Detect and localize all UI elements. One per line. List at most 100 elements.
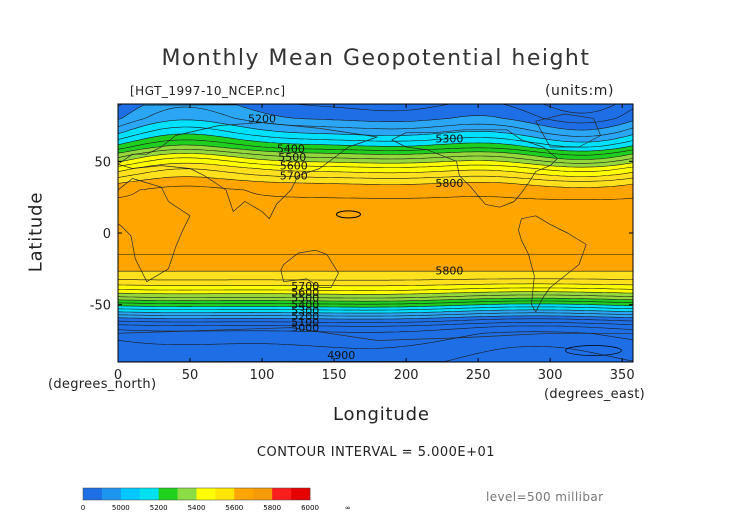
contour-line-5800-north — [118, 176, 633, 188]
contour-label: 5700 — [280, 170, 308, 183]
contour-label: 4900 — [327, 349, 355, 362]
y-tick-label: 0 — [103, 227, 111, 242]
contour-line-5450-south — [118, 300, 633, 305]
colorbar-frame — [82, 487, 311, 501]
x-tick-label: 350 — [610, 368, 635, 383]
contour-line-4950-south — [118, 346, 633, 362]
contour-line-5100-south — [118, 322, 633, 327]
colorbar-label: 5800 — [263, 504, 281, 512]
x-tick-label: 300 — [538, 368, 563, 383]
units-label: (units:m) — [545, 83, 615, 99]
colorbar-swatch — [139, 488, 159, 500]
contour-label: 5200 — [291, 310, 319, 323]
pressure-level-text: level=500 millibar — [486, 490, 604, 504]
contour-label: 5400 — [291, 299, 319, 312]
contour-low-antarctic — [565, 345, 622, 356]
axes-layer: 0 50 100 150 200 250 300 350 -50 0 50 — [90, 104, 635, 383]
contour-label-layer: 5200530054005500560057005800580057005600… — [248, 112, 463, 362]
contour-line-5450-north — [118, 139, 633, 156]
contour-label: 5600 — [291, 286, 319, 299]
contour-line-5400-south — [118, 303, 633, 308]
contour-label: 5800 — [435, 177, 463, 190]
colorbar-swatch — [177, 488, 197, 500]
contour-line-5700-south — [118, 283, 633, 287]
colorbar: 0 5000 5200 5400 5600 5800 6000 ∞ — [81, 487, 351, 512]
colorbar-swatch — [272, 488, 292, 500]
colorbar-swatch — [83, 488, 103, 500]
contour-line-5250-north — [118, 106, 633, 137]
colorbar-label: 6000 — [301, 504, 319, 512]
colorbar-swatch — [120, 488, 141, 500]
contour-line-5600-north — [118, 153, 633, 168]
contour-line-5000-south — [118, 331, 633, 349]
colorbar-label: 5400 — [188, 504, 206, 512]
contour-line-5850-north — [118, 185, 633, 200]
colorbar-swatch — [101, 488, 122, 500]
y-tick-label: 50 — [94, 155, 111, 170]
contour-line-5600-south — [118, 291, 633, 295]
x-tick-label: 0 — [114, 368, 122, 383]
coastline-4 — [391, 129, 558, 208]
colorbar-swatch — [234, 488, 254, 500]
contour-label: 5300 — [291, 304, 319, 317]
contour-label: 5700 — [291, 280, 319, 293]
colorbar-label: 5600 — [225, 504, 243, 512]
contour-label: 5500 — [291, 292, 319, 305]
contour-label: 5400 — [277, 142, 305, 155]
coastline-5 — [518, 215, 587, 313]
contour-line-5300-north — [118, 119, 633, 143]
coastline-1 — [118, 178, 191, 283]
contour-line-5550-north — [118, 149, 633, 164]
contour-line-5550-south — [118, 294, 633, 299]
x-units-label: (degrees_east) — [544, 387, 646, 402]
chart-title: Monthly Mean Geopotential height — [161, 46, 591, 71]
contour-line-5150-south — [118, 318, 633, 323]
coastline-3 — [280, 249, 339, 288]
contour-line-5100-north — [542, 104, 616, 114]
contour-line-5250-south — [118, 312, 633, 317]
colorbar-label: 0 — [81, 504, 85, 512]
contour-label: 5100 — [291, 316, 319, 329]
x-tick-label: 50 — [182, 368, 199, 383]
contour-line-5350-north — [118, 126, 633, 148]
contour-line-5300-south — [118, 309, 633, 314]
contour-line-5350-south — [118, 306, 633, 311]
contour-line-5650-south — [118, 287, 633, 291]
x-tick-label: 150 — [322, 368, 347, 383]
dataset-filename: [HGT_1997-10_NCEP.nc] — [130, 84, 286, 98]
contour-line-5500-north — [118, 144, 633, 160]
contour-line-5200-north — [118, 104, 633, 131]
contour-line-5750-south — [118, 278, 633, 281]
x-tick-label: 250 — [466, 368, 491, 383]
contour-label: 5000 — [291, 322, 319, 335]
contour-line-5150-north — [118, 104, 633, 124]
x-tick-label: 200 — [394, 368, 419, 383]
contour-line-layer — [118, 104, 633, 362]
x-tick-label: 100 — [250, 368, 275, 383]
contour-line-5700-north — [118, 162, 633, 177]
coastline-7 — [118, 327, 633, 341]
contour-line-5750-north — [118, 168, 633, 182]
contour-line-5400-north — [118, 133, 633, 152]
x-axis-label: Longitude — [333, 404, 430, 425]
contour-high-tropics — [335, 210, 361, 219]
contour-interval-text: CONTOUR INTERVAL = 5.000E+01 — [256, 445, 496, 460]
colorbar-label: ∞ — [345, 504, 351, 512]
colorbar-swatch — [291, 488, 311, 500]
contour-fill-layer — [118, 104, 633, 362]
band-5800 — [118, 176, 633, 272]
contour-label: 5500 — [278, 151, 306, 164]
colorbar-swatch — [158, 488, 178, 500]
colorbar-label: 5000 — [112, 504, 130, 512]
colorbar-swatch — [253, 488, 273, 500]
colorbar-swatch — [215, 488, 235, 500]
contour-line-5050-south — [118, 325, 633, 333]
contour-label: 5600 — [280, 160, 308, 173]
contour-line-5200-south — [118, 315, 633, 320]
contour-label: 5800 — [435, 264, 463, 277]
contour-label: 5300 — [435, 132, 463, 145]
colorbar-label: 5200 — [150, 504, 168, 512]
y-units-label: (degrees_north) — [48, 377, 157, 392]
contour-line-5650-north — [118, 157, 633, 172]
